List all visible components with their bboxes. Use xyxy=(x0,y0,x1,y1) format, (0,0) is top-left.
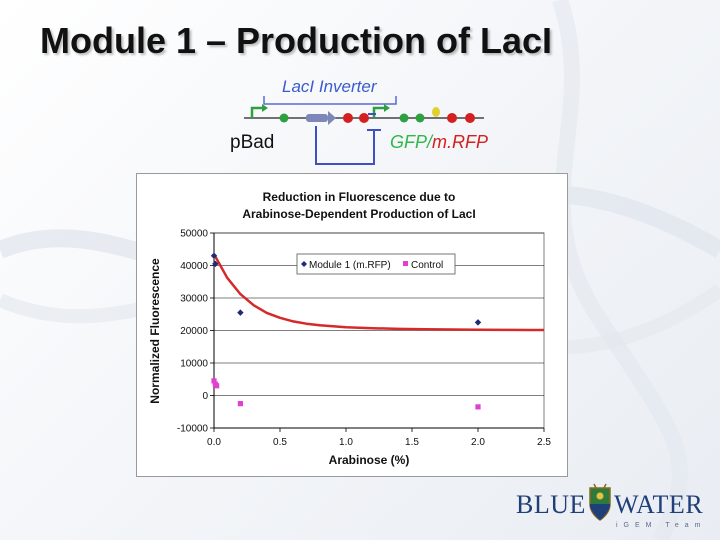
slide-title: Module 1 – Production of LacI xyxy=(40,20,553,61)
reporter-gfp: GFP xyxy=(390,132,427,152)
x-axis-label: Arabinose (%) xyxy=(329,453,410,467)
coding-sequence-icon xyxy=(306,114,328,122)
data-point-control xyxy=(214,383,220,389)
x-tick-label: 1.5 xyxy=(405,437,419,448)
terminator-icon xyxy=(343,113,353,123)
chart-panel: Reduction in Fluorescence due to Arabino… xyxy=(136,173,568,477)
circuit-label: LacI Inverter xyxy=(282,77,378,96)
chart-title-line1: Reduction in Fluorescence due to xyxy=(263,190,456,204)
reporter-label: GFP/m.RFP xyxy=(390,132,488,152)
y-tick-label: 50000 xyxy=(180,229,208,240)
data-point-control xyxy=(211,378,217,384)
logo-subtitle: iGEM Team xyxy=(616,522,707,529)
reporter-mrfp: m.RFP xyxy=(432,132,488,152)
data-points xyxy=(210,252,482,410)
legend-box xyxy=(296,253,456,275)
promoter-icon xyxy=(250,106,262,118)
y-tick-label: 30000 xyxy=(180,294,208,305)
y-tick-label: -10000 xyxy=(177,424,209,435)
data-point-control xyxy=(237,401,243,407)
legend-label-control: Control xyxy=(411,260,443,271)
bluewater-logo: BLUE WATER iGEM Team xyxy=(510,476,716,538)
legend-marker-control xyxy=(403,261,408,266)
fit-curve-layer xyxy=(212,253,544,332)
fit-curve xyxy=(212,253,544,332)
fluorescence-chart: Reduction in Fluorescence due to Arabino… xyxy=(148,190,552,467)
x-tick-label: 0.0 xyxy=(207,437,221,448)
data-point-module1 xyxy=(237,309,244,316)
rbs-icon xyxy=(399,113,409,123)
x-tick-label: 2.5 xyxy=(537,437,551,448)
legend: Module 1 (m.RFP) Control xyxy=(296,253,456,275)
repression-connector xyxy=(315,126,375,165)
y-axis-label: Normalized Fluorescence xyxy=(148,258,162,404)
reporter-icon xyxy=(432,107,440,117)
chart-title-line2: Arabinose-Dependent Production of LacI xyxy=(242,207,475,221)
data-point-module1 xyxy=(210,252,218,259)
rbs-icon xyxy=(279,113,289,123)
y-tick-label: 40000 xyxy=(180,261,208,272)
x-tick-label: 0.5 xyxy=(273,437,287,448)
legend-label-module1: Module 1 (m.RFP) xyxy=(309,260,391,271)
reporter-sep: / xyxy=(425,132,434,152)
data-point-module1 xyxy=(212,260,219,268)
y-tick-label: 0 xyxy=(202,391,208,402)
axes xyxy=(210,232,545,432)
legend-marker-module1 xyxy=(301,261,307,267)
y-tick-label: 10000 xyxy=(180,359,208,370)
data-point-control xyxy=(475,404,481,410)
data-point-module1 xyxy=(474,319,482,326)
logo-text-left: BLUE xyxy=(516,490,586,519)
terminator-icon xyxy=(447,113,457,123)
y-tick-label: 20000 xyxy=(180,326,208,337)
genetic-circuit-diagram: LacI Inverter pBad GFP/m.RFP xyxy=(230,77,488,165)
logo-text-right: WATER xyxy=(614,490,704,519)
tick-labels: -10000 0 10000 20000 30000 40000 50000 0.0 0.5 1.… xyxy=(177,229,552,449)
x-tick-label: 2.0 xyxy=(471,437,485,448)
crest-icon xyxy=(589,483,611,521)
inverter-bracket xyxy=(263,96,397,105)
x-tick-label: 1.0 xyxy=(339,437,353,448)
promoter-label: pBad xyxy=(230,132,274,153)
